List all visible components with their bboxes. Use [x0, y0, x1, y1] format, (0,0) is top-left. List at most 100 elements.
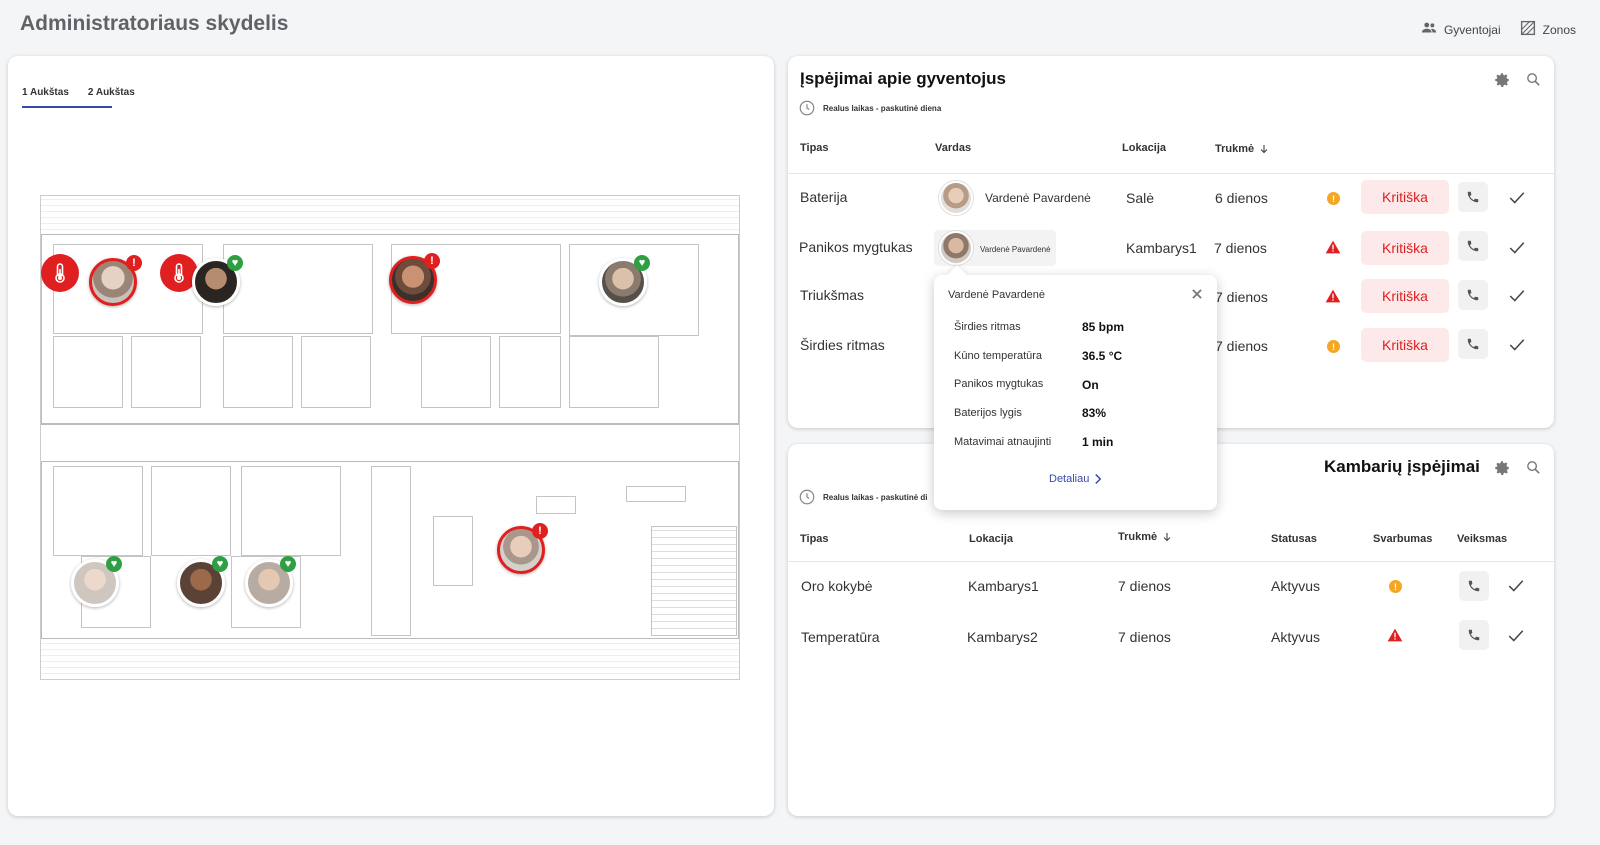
- temperature-alert-pin[interactable]: [41, 254, 79, 292]
- column-header-location[interactable]: Lokacija: [969, 533, 1014, 545]
- search-icon[interactable]: [1525, 459, 1542, 477]
- call-button[interactable]: [1458, 231, 1488, 261]
- alert-type: Baterija: [800, 189, 848, 205]
- resident-name[interactable]: Vardenė Pavardenė: [985, 191, 1091, 205]
- resident-marker[interactable]: ♥: [177, 556, 228, 607]
- tab-floor-1[interactable]: 1 Aukštas: [22, 87, 69, 98]
- resident-name[interactable]: Vardenė Pavardenė: [980, 245, 1051, 254]
- column-header-status[interactable]: Statusas: [1271, 533, 1317, 545]
- alert-duration: 7 dienos: [1215, 289, 1268, 305]
- alert-duration: 7 dienos: [1214, 240, 1267, 256]
- call-button[interactable]: [1458, 182, 1488, 212]
- column-header-name[interactable]: Vardas: [935, 142, 972, 154]
- resident-marker[interactable]: !: [497, 523, 548, 574]
- header-divider: [788, 173, 1554, 174]
- warning-circle-icon: !: [1327, 192, 1340, 205]
- room-wall: [241, 466, 341, 556]
- call-button[interactable]: [1459, 571, 1489, 601]
- active-tab-indicator: [22, 106, 112, 108]
- details-link[interactable]: Detaliau: [1049, 473, 1103, 485]
- metric-value: On: [1082, 378, 1099, 392]
- resident-marker[interactable]: ♥: [599, 255, 650, 306]
- room-alert-duration: 7 dienos: [1118, 629, 1171, 645]
- room-wall: [53, 336, 123, 408]
- clock-icon: [799, 100, 815, 116]
- metric-value: 85 bpm: [1082, 320, 1125, 334]
- heart-ok-icon: ♥: [106, 556, 122, 572]
- resident-marker[interactable]: ♥: [192, 255, 243, 306]
- column-header-duration[interactable]: Trukmė: [1215, 143, 1270, 155]
- status-critical-button[interactable]: Kritiška: [1361, 180, 1449, 214]
- phone-icon: [1467, 240, 1479, 252]
- clock-icon: [799, 489, 815, 505]
- room-wall: [223, 336, 293, 408]
- column-header-location[interactable]: Lokacija: [1122, 142, 1167, 154]
- critical-triangle-icon: [1325, 240, 1341, 254]
- heart-ok-icon: ♥: [212, 556, 228, 572]
- metric-label: Širdies ritmas: [954, 321, 1021, 333]
- floor-plan[interactable]: ! ♥ ! ♥ ♥ ♥ ♥ !: [40, 195, 740, 680]
- column-header-importance[interactable]: Svarbumas: [1373, 533, 1433, 545]
- metric-value: 1 min: [1082, 435, 1114, 449]
- call-button[interactable]: [1459, 620, 1489, 650]
- alert-badge-icon: !: [532, 523, 548, 539]
- thermometer-icon: [174, 263, 184, 283]
- alert-badge-icon: !: [424, 253, 440, 269]
- acknowledge-check-icon[interactable]: [1508, 240, 1526, 256]
- sort-down-icon: [1260, 145, 1268, 154]
- tab-floor-2[interactable]: 2 Aukštas: [87, 87, 135, 98]
- column-header-duration[interactable]: Trukmė: [1118, 531, 1173, 543]
- status-critical-button[interactable]: Kritiška: [1361, 231, 1449, 265]
- phone-icon: [1467, 191, 1479, 203]
- search-icon[interactable]: [1525, 71, 1542, 89]
- acknowledge-check-icon[interactable]: [1507, 628, 1525, 644]
- column-header-type[interactable]: Tipas: [800, 533, 829, 545]
- status-critical-button[interactable]: Kritiška: [1361, 279, 1449, 313]
- heart-ok-icon: ♥: [634, 255, 650, 271]
- thermometer-icon: [55, 263, 65, 283]
- details-link-label: Detaliau: [1049, 473, 1090, 485]
- call-button[interactable]: [1458, 280, 1488, 310]
- nav-zones[interactable]: Zonos: [1519, 19, 1576, 40]
- phone-icon: [1468, 580, 1480, 592]
- resident-marker[interactable]: ♥: [245, 556, 296, 607]
- metric-label: Matavimai atnaujinti: [954, 436, 1052, 448]
- plan-corridor: [41, 424, 739, 464]
- status-critical-button[interactable]: Kritiška: [1361, 328, 1449, 362]
- resident-marker[interactable]: !: [89, 255, 142, 306]
- heart-ok-icon: ♥: [280, 556, 296, 572]
- zones-icon: [1519, 19, 1537, 40]
- nav-residents[interactable]: Gyventojai: [1420, 19, 1501, 40]
- duration-header-label: Trukmė: [1215, 143, 1255, 155]
- resident-avatar[interactable]: [939, 231, 973, 265]
- resident-avatar[interactable]: [939, 181, 973, 215]
- duration-header-label: Trukmė: [1118, 531, 1158, 543]
- realtime-indicator: Realus laikas - paskutinė di: [798, 488, 927, 506]
- sort-down-icon: [1163, 533, 1171, 542]
- warning-circle-icon: !: [1327, 340, 1340, 353]
- page-title: Administratoriaus skydelis: [20, 12, 289, 35]
- room-alert-type: Oro kokybė: [801, 578, 873, 594]
- room-wall: [131, 336, 201, 408]
- resident-marker[interactable]: !: [389, 253, 440, 304]
- metric-value: 83%: [1082, 406, 1107, 420]
- acknowledge-check-icon[interactable]: [1507, 578, 1525, 594]
- resident-marker[interactable]: ♥: [71, 556, 122, 607]
- call-button[interactable]: [1458, 329, 1488, 359]
- temperature-alert-pin[interactable]: [160, 254, 198, 292]
- acknowledge-check-icon[interactable]: [1508, 337, 1526, 353]
- close-icon[interactable]: [1190, 287, 1204, 306]
- settings-gear-icon[interactable]: [1493, 71, 1511, 89]
- room-alert-status: Aktyvus: [1271, 578, 1321, 594]
- room-wall: [421, 336, 491, 408]
- acknowledge-check-icon[interactable]: [1508, 288, 1526, 304]
- column-header-type[interactable]: Tipas: [800, 142, 829, 154]
- column-header-actions: Veiksmas: [1457, 533, 1508, 545]
- chevron-right-icon: [1095, 473, 1102, 485]
- alert-type: Panikos mygtukas: [799, 239, 913, 255]
- acknowledge-check-icon[interactable]: [1508, 190, 1526, 206]
- critical-triangle-icon: [1325, 289, 1341, 303]
- floor-tabs: 1 Aukštas 2 Aukštas: [22, 87, 135, 108]
- metric-value: 36.5 °C: [1082, 349, 1123, 363]
- settings-gear-icon[interactable]: [1493, 459, 1511, 477]
